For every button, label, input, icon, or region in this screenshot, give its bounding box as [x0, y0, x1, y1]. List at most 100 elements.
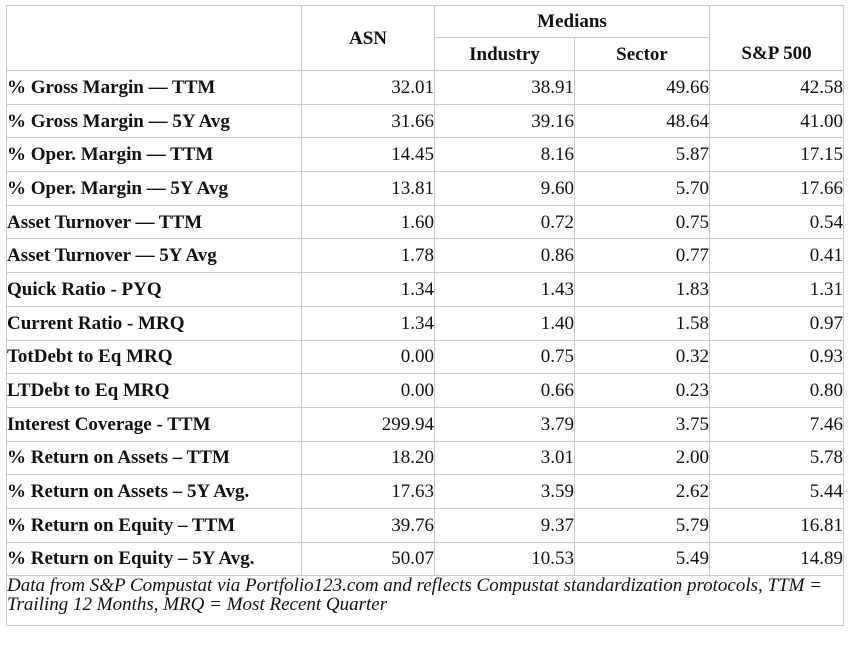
asn-value: 39.76 — [301, 507, 435, 543]
industry-value: 9.37 — [434, 507, 575, 543]
industry-value: 1.40 — [434, 305, 575, 341]
sp500-value: 17.15 — [709, 137, 844, 173]
table-row: LTDebt to Eq MRQ 0.00 0.66 0.23 0.80 — [6, 373, 844, 408]
table-row: Asset Turnover — TTM 1.60 0.72 0.75 0.54 — [6, 204, 844, 240]
industry-value: 10.53 — [434, 541, 575, 577]
metric-label: % Oper. Margin — 5Y Avg — [6, 171, 302, 206]
sector-value: 0.75 — [574, 204, 710, 240]
metric-label: % Return on Assets – 5Y Avg. — [6, 474, 302, 509]
header-company: ASN — [301, 5, 435, 71]
metric-label: Current Ratio - MRQ — [6, 305, 302, 341]
sector-value: 0.23 — [574, 373, 710, 408]
table-row: % Oper. Margin — TTM 14.45 8.16 5.87 17.15 — [6, 137, 844, 173]
sp500-value: 0.41 — [709, 238, 844, 274]
table-row: Interest Coverage - TTM 299.94 3.79 3.75 7.4… — [6, 406, 844, 442]
header-row-bottom: Industry Sector S&P 500 — [7, 37, 844, 71]
industry-value: 3.59 — [434, 474, 575, 509]
table-row: TotDebt to Eq MRQ 0.00 0.75 0.32 0.93 — [6, 339, 844, 375]
footnote: Data from S&P Compustat via Portfolio123… — [6, 575, 844, 627]
asn-value: 13.81 — [301, 171, 435, 206]
sector-value: 5.79 — [574, 507, 710, 543]
header-sp500-top-cell — [709, 5, 844, 38]
sector-value: 5.87 — [574, 137, 710, 173]
metric-label: % Oper. Margin — TTM — [6, 137, 302, 173]
industry-value: 0.66 — [434, 373, 575, 408]
industry-value: 8.16 — [434, 137, 575, 173]
industry-value: 9.60 — [434, 171, 575, 206]
asn-value: 1.34 — [301, 305, 435, 341]
sector-value: 5.49 — [574, 541, 710, 577]
header-blank-cell — [6, 5, 302, 71]
metric-label: Asset Turnover — TTM — [6, 204, 302, 240]
sp500-value: 42.58 — [709, 70, 844, 105]
industry-value: 3.01 — [434, 440, 575, 476]
asn-value: 14.45 — [301, 137, 435, 173]
header-industry: Industry — [434, 37, 575, 71]
asn-value: 1.78 — [301, 238, 435, 274]
sp500-value: 0.54 — [709, 204, 844, 240]
asn-value: 32.01 — [301, 70, 435, 105]
footnote-row: Data from S&P Compustat via Portfolio123… — [6, 575, 844, 627]
sector-value: 49.66 — [574, 70, 710, 105]
industry-value: 0.75 — [434, 339, 575, 375]
asn-value: 0.00 — [301, 339, 435, 375]
table-row: % Return on Equity – TTM 39.76 9.37 5.79 16.… — [6, 507, 844, 543]
metric-label: % Return on Equity – 5Y Avg. — [6, 541, 302, 577]
header-sector: Sector — [574, 37, 710, 71]
table-row: Asset Turnover — 5Y Avg 1.78 0.86 0.77 0.41 — [6, 238, 844, 274]
metric-label: % Gross Margin — 5Y Avg — [6, 103, 302, 139]
asn-value: 299.94 — [301, 406, 435, 442]
industry-value: 3.79 — [434, 406, 575, 442]
sp500-value: 7.46 — [709, 406, 844, 442]
table-row: % Gross Margin — TTM 32.01 38.91 49.66 42.58 — [6, 70, 844, 105]
sp500-value: 0.93 — [709, 339, 844, 375]
table-row: % Oper. Margin — 5Y Avg 13.81 9.60 5.70 17.6… — [6, 171, 844, 206]
asn-value: 17.63 — [301, 474, 435, 509]
industry-value: 1.43 — [434, 272, 575, 307]
table-row: Quick Ratio - PYQ 1.34 1.43 1.83 1.31 — [6, 272, 844, 307]
financial-ratios-table: ASN Medians Industry Sector S&P 500 % Gr… — [6, 5, 844, 627]
table-row: % Return on Equity – 5Y Avg. 50.07 10.53 5.… — [6, 541, 844, 577]
header-sp500: S&P 500 — [709, 37, 844, 71]
sp500-value: 14.89 — [709, 541, 844, 577]
metric-label: % Return on Equity – TTM — [6, 507, 302, 543]
industry-value: 0.86 — [434, 238, 575, 274]
sp500-value: 5.78 — [709, 440, 844, 476]
asn-value: 18.20 — [301, 440, 435, 476]
sector-value: 1.58 — [574, 305, 710, 341]
asn-value: 1.60 — [301, 204, 435, 240]
metric-label: Asset Turnover — 5Y Avg — [6, 238, 302, 274]
metric-label: TotDebt to Eq MRQ — [6, 339, 302, 375]
asn-value: 1.34 — [301, 272, 435, 307]
metric-label: LTDebt to Eq MRQ — [6, 373, 302, 408]
table-row: Current Ratio - MRQ 1.34 1.40 1.58 0.97 — [6, 305, 844, 341]
header-row-top: ASN Medians — [6, 5, 844, 71]
sp500-value: 5.44 — [709, 474, 844, 509]
table-row: % Return on Assets – 5Y Avg. 17.63 3.59 2.6… — [6, 474, 844, 509]
sector-value: 2.00 — [574, 440, 710, 476]
sp500-value: 0.80 — [709, 373, 844, 408]
sector-value: 3.75 — [574, 406, 710, 442]
sector-value: 5.70 — [574, 171, 710, 206]
metric-label: % Gross Margin — TTM — [6, 70, 302, 105]
table-footer: Data from S&P Compustat via Portfolio123… — [6, 575, 844, 627]
industry-value: 38.91 — [434, 70, 575, 105]
asn-value: 50.07 — [301, 541, 435, 577]
industry-value: 0.72 — [434, 204, 575, 240]
sp500-value: 41.00 — [709, 103, 844, 139]
sector-value: 2.62 — [574, 474, 710, 509]
metric-label: Quick Ratio - PYQ — [6, 272, 302, 307]
metric-label: Interest Coverage - TTM — [6, 406, 302, 442]
industry-value: 39.16 — [434, 103, 575, 139]
table-row: % Return on Assets – TTM 18.20 3.01 2.00 5.7… — [6, 440, 844, 476]
table-row: % Gross Margin — 5Y Avg 31.66 39.16 48.64 41… — [6, 103, 844, 139]
sector-value: 0.32 — [574, 339, 710, 375]
sp500-value: 1.31 — [709, 272, 844, 307]
sector-value: 48.64 — [574, 103, 710, 139]
sector-value: 1.83 — [574, 272, 710, 307]
header-medians: Medians — [434, 5, 710, 38]
table-body: % Gross Margin — TTM 32.01 38.91 49.66 42.58… — [6, 70, 844, 577]
sp500-value: 0.97 — [709, 305, 844, 341]
sp500-value: 16.81 — [709, 507, 844, 543]
